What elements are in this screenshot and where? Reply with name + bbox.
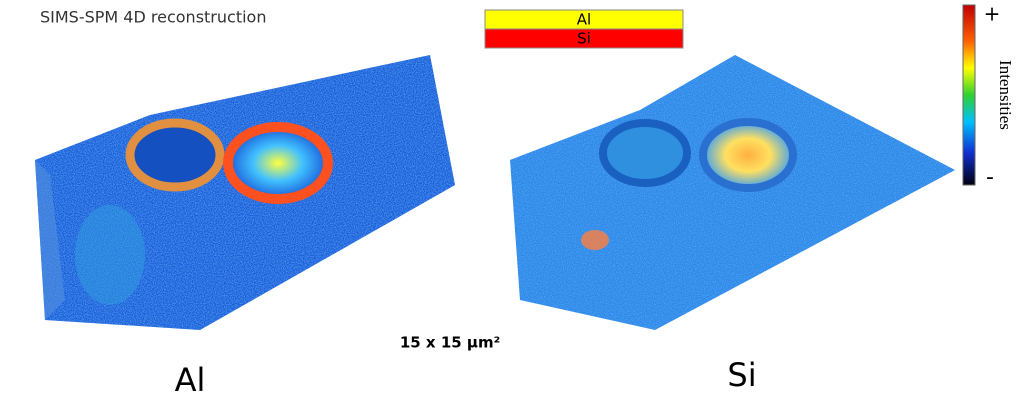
surface-al [35,55,455,330]
ring [699,118,797,192]
edge [35,160,65,320]
region [75,205,145,305]
surface-si [510,55,955,330]
panel-label: Al [175,361,206,399]
legend-swatch [484,28,684,49]
legend-label: Si [577,30,591,48]
ring [599,119,691,187]
title: SIMS-SPM 4D reconstruction [40,8,266,27]
colorbar-max: + [984,2,1001,26]
region [581,230,609,250]
colorbar [962,4,976,186]
legend-label: Al [577,11,591,29]
colorbar-label: Intensities [996,60,1015,130]
surface [510,55,955,330]
scale-label: 15 x 15 µm² [400,334,500,352]
colorbar-min: - [986,165,994,190]
ring [125,118,225,192]
panel-label: Si [727,356,756,394]
ring [223,122,333,204]
